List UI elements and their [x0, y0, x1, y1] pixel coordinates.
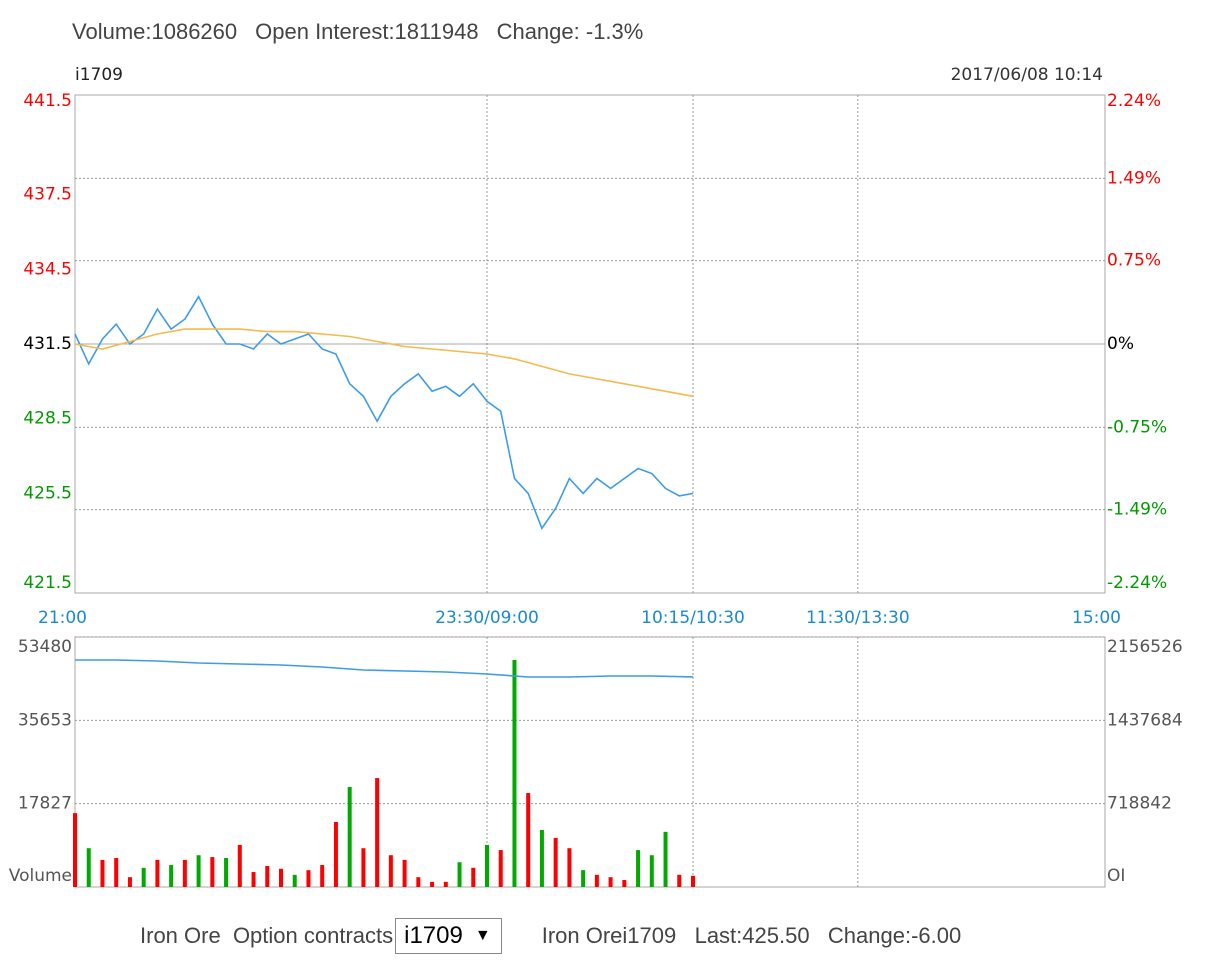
chart: i1709 2017/06/08 10:14 2.24% 1.49% 0.75% 0%…: [9, 65, 1183, 888]
change: Change: -1.3%: [496, 19, 644, 44]
volume-bar: [622, 879, 627, 887]
oi-line: [75, 659, 694, 678]
volume-bar: [265, 865, 270, 887]
y-tick-label: 425.5: [23, 483, 72, 503]
volume-bar: [608, 877, 613, 887]
volume-bar: [471, 867, 476, 887]
volume-bar: [196, 855, 201, 887]
y2-tick-label: 0%: [1107, 334, 1134, 354]
y-tick-label: 431.5: [23, 334, 72, 354]
volume-bar: [443, 881, 448, 887]
chart-subtitle: 2017/06/08 10:14: [951, 65, 1103, 85]
x-tick-label: 11:30/13:30: [806, 608, 910, 628]
y2-tick-label: -0.75%: [1107, 417, 1167, 437]
y2-tick-label: -2.24%: [1107, 573, 1167, 593]
product-contract: Iron Orei1709: [541, 923, 677, 948]
option-label: Option contracts: [232, 923, 394, 948]
x-tick-label: 10:15/10:30: [641, 608, 745, 628]
header: Volume:1086260 Open Interest:1811948 Chang…: [72, 19, 661, 45]
contract-select[interactable]: i1709 ▼: [395, 918, 502, 954]
y2-tick-label: 1.49%: [1107, 168, 1161, 188]
volume-bar: [251, 872, 256, 887]
volume-bar: [402, 859, 407, 887]
volume-bar: [594, 874, 599, 887]
y-tick-label: 17827: [18, 794, 72, 814]
volume-bar: [182, 859, 187, 887]
y-tick-label: 428.5: [23, 409, 72, 429]
volume-bar: [567, 848, 572, 887]
volume-bar: [155, 859, 160, 887]
volume-bar: [498, 850, 503, 887]
x-tick-label: 15:00: [1072, 608, 1121, 628]
y2-tick-label: 2156526: [1107, 637, 1183, 657]
volume: Volume:1086260: [72, 19, 238, 44]
last: Last:425.50: [694, 923, 810, 948]
series-line: [74, 328, 694, 398]
volume-bar: [539, 829, 544, 887]
y2-tick-label: 718842: [1107, 794, 1172, 814]
y2-tick-label: -1.49%: [1107, 500, 1167, 520]
volume-bar: [333, 822, 338, 887]
change: Change:-6.00: [827, 923, 962, 948]
volume-bar: [100, 859, 105, 887]
volume-frame: [74, 636, 1106, 888]
volume-bar: [553, 837, 558, 887]
y-axis-label: Volume: [9, 866, 72, 886]
volume-bar: [677, 874, 682, 887]
volume-bar: [375, 778, 380, 887]
series-line: [74, 295, 694, 530]
volume-bar: [581, 870, 586, 887]
y-tick-label: 441.5: [23, 91, 72, 111]
volume-bar: [636, 850, 641, 887]
volume-bar: [649, 855, 654, 887]
y-tick-label: 35653: [18, 710, 72, 730]
contract: i1709: [404, 922, 463, 949]
volume-bar: [361, 848, 366, 887]
y-tick-label: 437.5: [23, 185, 72, 205]
volume-bar: [292, 874, 297, 887]
volume-bar: [320, 865, 325, 887]
volume-bar: [224, 858, 229, 887]
y-tick-label: 434.5: [23, 259, 72, 279]
volume-bar: [237, 844, 242, 887]
volume-bar: [306, 870, 311, 887]
volume-bar: [347, 786, 352, 887]
volume-bar: [457, 862, 462, 887]
y2-tick-label: 0.75%: [1107, 251, 1161, 271]
volume-bar: [512, 659, 517, 887]
volume-bar: [73, 813, 77, 887]
open-interest: Open Interest:1811948: [255, 19, 479, 44]
volume-bar: [169, 865, 174, 887]
y-tick-label: 421.5: [23, 573, 72, 593]
x-tick-label: 21:00: [38, 608, 87, 628]
volume-bar: [416, 877, 421, 887]
volume-bar: [691, 875, 695, 887]
volume-bar: [210, 857, 215, 887]
volume-bar: [279, 868, 283, 887]
volume-bar: [86, 848, 91, 887]
volume-bar: [114, 858, 119, 887]
volume-bar: [430, 881, 435, 887]
product: Iron Ore: [140, 923, 221, 948]
chart-title: i1709: [75, 65, 123, 85]
volume-bar: [485, 844, 489, 887]
volume-bar: [388, 855, 393, 887]
y2-tick-label: 1437684: [1107, 710, 1183, 730]
volume-bar: [141, 867, 146, 887]
y-tick-label: 53480: [18, 637, 72, 657]
x-tick-label: 23:30/09:00: [435, 608, 539, 628]
y2-axis-label: OI: [1107, 866, 1125, 886]
volume-bar: [127, 877, 132, 887]
y2-tick-label: 2.24%: [1107, 91, 1161, 111]
volume-bar: [526, 793, 531, 887]
footer: Iron Ore Option contracts i1709 ▼ Iron Or…: [140, 918, 961, 954]
volume-bar: [663, 831, 668, 887]
